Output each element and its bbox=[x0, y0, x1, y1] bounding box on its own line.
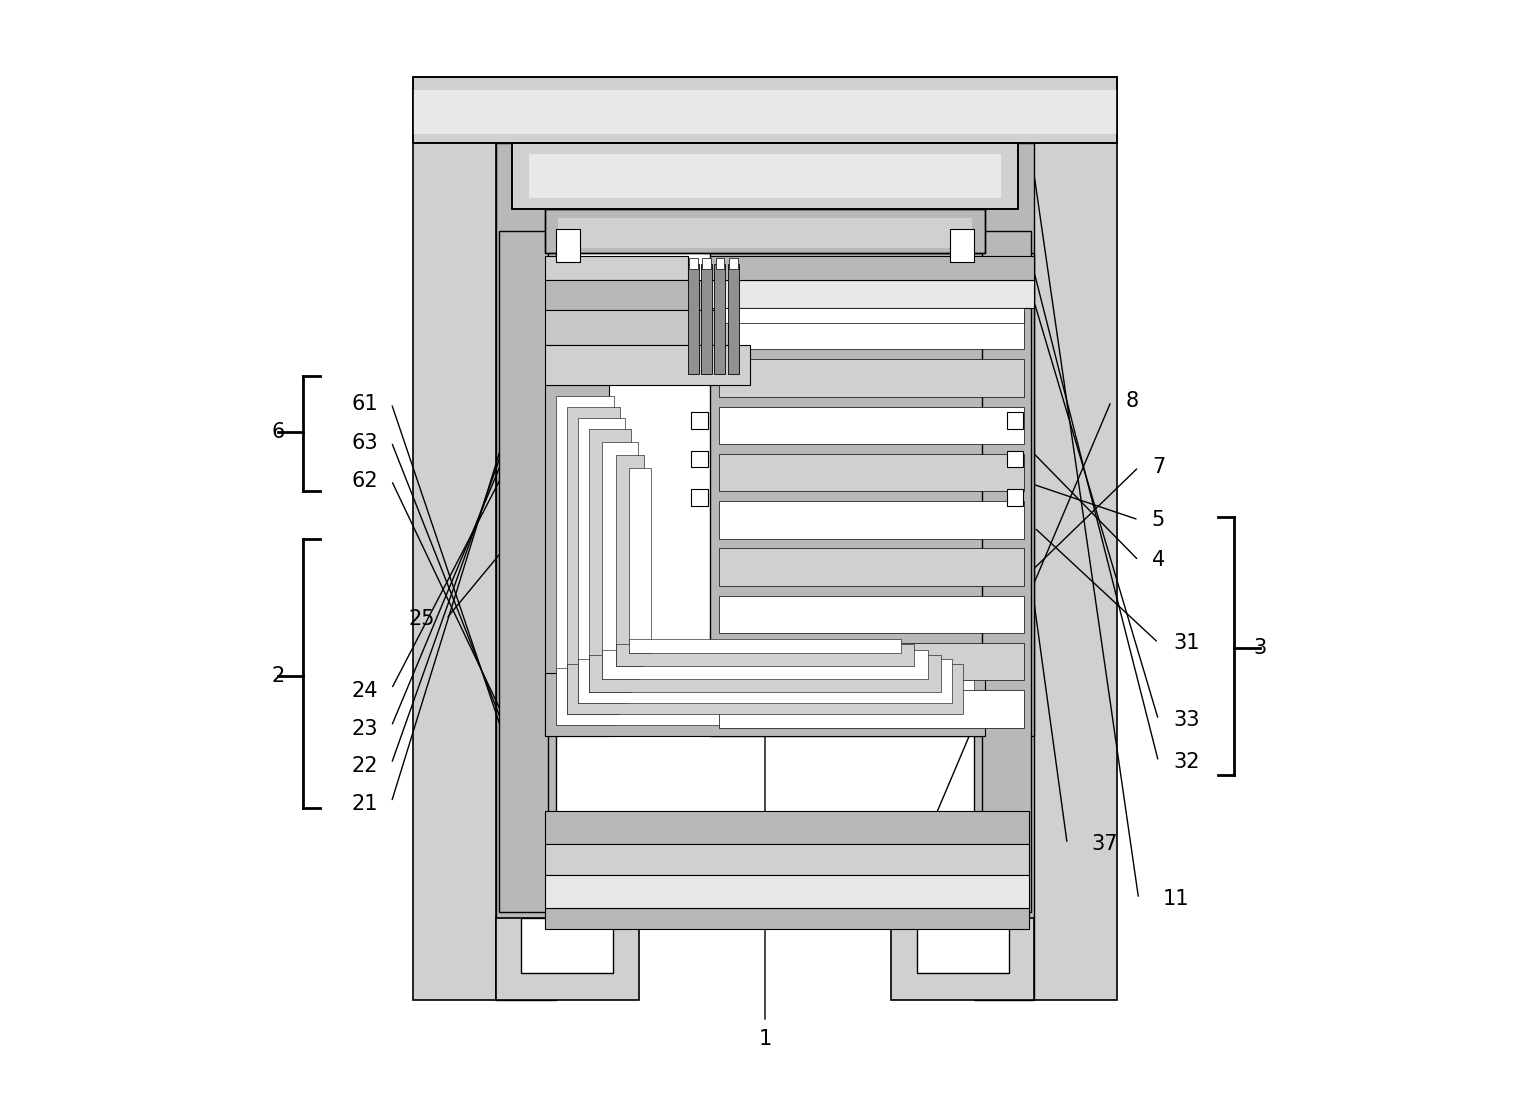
Bar bbox=[578, 418, 626, 703]
Text: 31: 31 bbox=[1174, 633, 1201, 653]
Bar bbox=[545, 256, 688, 280]
Bar bbox=[558, 218, 972, 248]
Text: 3: 3 bbox=[1253, 639, 1267, 658]
Bar bbox=[892, 918, 1034, 1000]
Text: 4: 4 bbox=[1152, 551, 1166, 570]
Bar bbox=[702, 258, 711, 269]
Text: 8: 8 bbox=[1126, 391, 1138, 411]
Text: 33: 33 bbox=[1174, 710, 1201, 730]
Bar bbox=[545, 209, 985, 253]
Text: 21: 21 bbox=[352, 795, 378, 814]
Bar bbox=[719, 454, 1025, 491]
Bar bbox=[629, 468, 650, 653]
Bar bbox=[589, 429, 630, 692]
Bar bbox=[545, 908, 1028, 929]
Bar bbox=[701, 264, 713, 374]
Bar bbox=[413, 90, 1117, 134]
Bar bbox=[719, 548, 1025, 586]
Bar bbox=[557, 229, 580, 262]
Bar bbox=[568, 407, 620, 714]
Text: 2: 2 bbox=[271, 666, 285, 686]
Bar bbox=[545, 385, 609, 736]
Bar bbox=[603, 650, 927, 679]
Bar bbox=[916, 918, 1008, 973]
Text: 61: 61 bbox=[352, 395, 378, 414]
Text: 11: 11 bbox=[1163, 889, 1189, 909]
Text: 63: 63 bbox=[352, 433, 378, 453]
Bar bbox=[529, 154, 1001, 198]
Bar bbox=[513, 143, 1017, 209]
Bar bbox=[1007, 451, 1024, 467]
Bar bbox=[589, 655, 941, 692]
Bar bbox=[615, 644, 915, 666]
Bar bbox=[496, 143, 557, 1000]
Bar bbox=[545, 673, 985, 736]
Bar bbox=[719, 359, 1025, 397]
Bar bbox=[522, 918, 614, 973]
Text: 32: 32 bbox=[1174, 752, 1201, 771]
Bar bbox=[413, 77, 1117, 143]
Bar bbox=[545, 811, 1028, 844]
Bar bbox=[719, 596, 1025, 633]
Bar bbox=[578, 659, 952, 703]
Bar bbox=[719, 312, 1025, 349]
Bar bbox=[496, 918, 638, 1000]
Bar bbox=[545, 280, 708, 310]
Bar bbox=[545, 345, 750, 385]
Bar bbox=[1007, 412, 1024, 429]
Bar bbox=[603, 442, 638, 679]
Bar bbox=[728, 258, 737, 269]
Bar bbox=[545, 209, 985, 253]
Bar bbox=[950, 229, 973, 262]
Bar bbox=[513, 143, 1017, 209]
Bar bbox=[719, 501, 1025, 539]
Bar bbox=[688, 264, 699, 374]
Bar bbox=[1007, 489, 1024, 506]
Bar bbox=[728, 264, 739, 374]
Bar bbox=[710, 280, 1034, 308]
Bar bbox=[719, 407, 1025, 444]
Bar bbox=[692, 451, 708, 467]
Text: 22: 22 bbox=[352, 756, 378, 776]
Text: 24: 24 bbox=[352, 681, 378, 701]
Bar bbox=[719, 643, 1025, 680]
Bar bbox=[557, 668, 973, 725]
Bar bbox=[545, 875, 1028, 908]
Bar bbox=[413, 77, 1117, 143]
Bar bbox=[615, 455, 644, 666]
Text: 6: 6 bbox=[271, 422, 285, 442]
Bar bbox=[545, 310, 728, 345]
Text: 7: 7 bbox=[1152, 457, 1166, 477]
Text: 37: 37 bbox=[1091, 834, 1118, 854]
Text: 62: 62 bbox=[352, 471, 378, 491]
Bar bbox=[1034, 99, 1117, 1000]
Bar bbox=[710, 253, 1034, 736]
Bar bbox=[413, 99, 496, 1000]
Bar bbox=[719, 690, 1025, 728]
Text: 25: 25 bbox=[409, 609, 436, 629]
Bar bbox=[557, 396, 615, 725]
Bar bbox=[719, 308, 1025, 323]
Bar bbox=[716, 258, 724, 269]
Bar bbox=[688, 258, 698, 269]
Bar bbox=[973, 143, 1034, 1000]
Bar bbox=[545, 844, 1028, 875]
Bar bbox=[715, 264, 725, 374]
Bar bbox=[629, 640, 901, 653]
Text: 5: 5 bbox=[1152, 510, 1166, 530]
Bar bbox=[692, 412, 708, 429]
Bar bbox=[710, 256, 1034, 280]
Text: 1: 1 bbox=[759, 1029, 771, 1048]
Bar bbox=[982, 231, 1031, 912]
Bar bbox=[499, 231, 548, 912]
Text: 23: 23 bbox=[352, 719, 378, 739]
Bar bbox=[692, 489, 708, 506]
Bar bbox=[568, 664, 962, 714]
